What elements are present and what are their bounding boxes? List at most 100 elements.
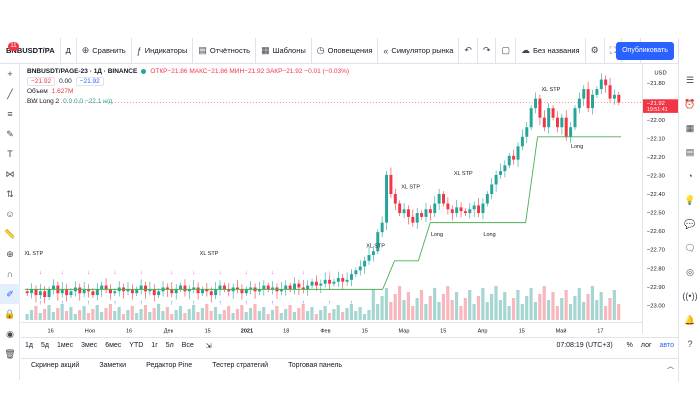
candle-body <box>328 279 332 284</box>
timeframe-bar: 1д 5д 1мес 3мес 6мес YTD 1г 5л Все ⇲ 07:… <box>21 337 678 353</box>
volume-bar <box>270 310 275 320</box>
candle-body <box>104 285 108 290</box>
trendline-icon[interactable]: ╱ <box>7 88 13 99</box>
volume-bar <box>108 304 112 320</box>
calendar-icon[interactable]: ◔ <box>687 171 693 181</box>
chat-icon[interactable]: 💬 <box>684 218 696 229</box>
tab-strategy-tester[interactable]: Тестер стратегий <box>212 362 269 369</box>
candle-body <box>144 285 148 292</box>
streams-icon[interactable]: ◎ <box>686 266 694 277</box>
magnet-icon[interactable]: ∩ <box>6 269 14 279</box>
price-tick: −22.60 <box>647 229 666 235</box>
clock[interactable]: 07:08:19 (UTC+3) <box>556 342 613 349</box>
notifications-icon[interactable]: 🔔 <box>684 314 696 325</box>
candle-body <box>442 194 446 204</box>
price-chart[interactable]: ↓ ↑ ↓ ↑ ↓ ↑ ↓ ↑ ↓ ↑ ↓ ↑ ↓ ↑ ↓ ↑ ↓ ↑ ↓ ↑ ↓ ↑ ↓ ↑ ↓ ↑ XL STP XL STP XL… <box>21 64 642 336</box>
signal-icon[interactable]: ((•)) <box>682 291 698 301</box>
publish-button[interactable]: Опубликовать <box>616 42 674 60</box>
volume-bar <box>78 310 82 320</box>
emoji-icon[interactable]: ☺ <box>5 209 15 219</box>
trash-icon[interactable]: 🗑 <box>4 348 16 359</box>
tf-3m[interactable]: 3мес <box>81 342 98 349</box>
volume-bar <box>117 307 121 320</box>
candle-body <box>573 108 577 128</box>
tf-5d[interactable]: 5д <box>40 342 49 349</box>
help-icon[interactable]: ? <box>687 339 693 349</box>
percent-toggle[interactable]: % <box>626 342 633 349</box>
volume-bar <box>590 286 595 320</box>
date-range-icon[interactable]: ⇲ <box>205 342 212 350</box>
candle-body <box>249 287 253 290</box>
tf-5y[interactable]: 5л <box>165 342 174 349</box>
buy-chip[interactable]: −21.92 <box>75 76 104 86</box>
candle-body <box>569 127 573 137</box>
time-tick: Дек <box>164 328 174 334</box>
compare-button[interactable]: ⊕ Сравнить <box>77 37 132 64</box>
tab-trading-panel[interactable]: Торговая панель <box>288 362 343 369</box>
fib-icon[interactable]: ≡ <box>7 109 13 119</box>
tab-pine-editor[interactable]: Редактор Pine <box>146 362 193 369</box>
auto-toggle[interactable]: авто <box>659 342 674 349</box>
candle-body <box>542 117 546 128</box>
layout-toggle[interactable]: ▢ <box>495 37 516 64</box>
candle-body <box>288 285 292 290</box>
tf-6m[interactable]: 6мес <box>105 342 122 349</box>
ideas-icon[interactable]: 💡 <box>684 194 696 205</box>
layout-name-button[interactable]: ☁ Без названия <box>516 37 586 64</box>
tab-notes[interactable]: Заметки <box>99 362 127 369</box>
sell-chip[interactable]: −21.92 <box>27 76 56 86</box>
hotlist-icon[interactable]: ▤ <box>685 146 695 157</box>
chat2-icon[interactable]: 🗨 <box>684 242 696 253</box>
volume-bar <box>389 302 393 320</box>
time-tick: 16 <box>126 328 132 334</box>
zoom-icon[interactable]: ⊕ <box>6 248 14 259</box>
time-axis[interactable]: 16 Ноя 16 Дек 15 2021 18 Фев 15 Мар 15 Апр 15 Май 17 <box>21 322 642 336</box>
price-axis[interactable]: USD−21.80−21.90−22.00−22.10−22.20−22.30−… <box>642 64 678 334</box>
drawing-toolbar: + ╱ ≡ ✎ T ⋈ ⇅ ☺ 📏 ⊕ ∩ ✐ 🔒 ◉ 🗑 <box>0 64 20 380</box>
crosshair-icon[interactable]: + <box>7 69 13 79</box>
brush-icon[interactable]: ✎ <box>6 128 14 139</box>
interval-selector[interactable]: Д <box>61 37 77 64</box>
signal-up-arrow: ↑ <box>271 301 274 307</box>
eye-icon[interactable]: ◉ <box>6 328 14 339</box>
tf-all[interactable]: Все <box>181 342 194 349</box>
grid-icon: ▦ <box>261 45 270 55</box>
candle-body <box>341 277 345 282</box>
symbol-search[interactable]: BNBUSDT/PA <box>0 37 61 64</box>
volume-bar <box>187 309 191 320</box>
prediction-icon[interactable]: ⇅ <box>6 188 14 199</box>
tf-1y[interactable]: 1г <box>151 342 158 349</box>
volume-bar <box>446 286 450 320</box>
watchlist-icon[interactable]: ☰ <box>685 74 695 85</box>
collapse-panel-icon[interactable]: ︿ <box>667 362 674 370</box>
indicators-button[interactable]: ƒ Индикаторы <box>132 37 194 64</box>
candle-body <box>534 98 538 109</box>
alerts-clock-icon[interactable]: ⏰ <box>684 98 696 109</box>
data-window-icon[interactable]: ▦ <box>685 122 695 133</box>
spacer <box>679 38 700 68</box>
volume-bar <box>43 309 47 320</box>
volume-bar <box>292 312 297 320</box>
pattern-icon[interactable]: ⋈ <box>5 168 15 179</box>
tf-1m[interactable]: 1мес <box>56 342 74 349</box>
legend-symbol[interactable]: BNBUSDT/PAGE-23 · 1Д · BINANCE <box>27 67 138 75</box>
tf-1d[interactable]: 1д <box>25 342 33 349</box>
redo-button[interactable]: ↷ <box>478 38 496 64</box>
reports-button[interactable]: ▤ Отчётность <box>193 37 257 64</box>
templates-button[interactable]: ▦ Шаблоны <box>256 37 312 64</box>
alerts-button[interactable]: ◷ Оповещения <box>312 37 379 64</box>
undo-button[interactable]: ↶ <box>459 37 478 64</box>
tf-ytd[interactable]: YTD <box>129 342 144 349</box>
replay-button[interactable]: « Симулятор рынка <box>378 37 460 64</box>
candle-body <box>393 194 397 204</box>
lock-drawing-icon[interactable]: ✐ <box>0 284 20 304</box>
volume-bar <box>573 296 577 320</box>
settings-button[interactable]: ⚙ <box>586 37 605 64</box>
lock-icon[interactable]: 🔒 <box>4 308 16 319</box>
text-icon[interactable]: T <box>7 149 13 159</box>
ruler-icon[interactable]: 📏 <box>4 228 16 239</box>
tab-screener[interactable]: Скринер акций <box>31 362 80 369</box>
indicator-name[interactable]: BW Long 2 <box>27 97 60 105</box>
log-toggle[interactable]: лог <box>640 342 652 349</box>
candle-body <box>51 285 55 290</box>
